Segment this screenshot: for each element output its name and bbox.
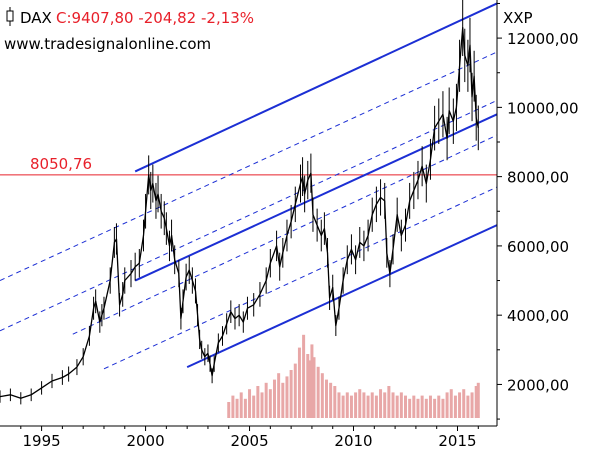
volume-bar: [379, 389, 383, 418]
website-label: www.tradesignalonline.com: [4, 35, 211, 53]
channel-line-dashed-6: [103, 186, 498, 370]
y-tick-label: 12000,00: [507, 30, 579, 48]
volume-bar: [341, 395, 345, 418]
volume-bar: [412, 395, 416, 418]
volume-bar: [316, 366, 320, 418]
volume-bar: [264, 382, 268, 418]
volume-bar: [231, 395, 235, 418]
volume-bar: [337, 392, 341, 418]
volume-bar: [433, 398, 437, 418]
volume-bar: [408, 398, 412, 418]
chart-header: DAX C:9407,80 -204,82 -2,13% www.tradesi…: [4, 7, 533, 53]
volume-bar: [308, 360, 312, 418]
volume-bar: [476, 382, 480, 418]
volume-bar: [453, 395, 457, 418]
y-tick-label: 6000,00: [507, 238, 569, 256]
price-series: [0, 0, 479, 405]
volume-bar: [329, 382, 333, 418]
y-axis: 2000,00 4000,00 6000,00 8000,00 10000,00 1200…: [497, 2, 579, 420]
volume-bar: [252, 395, 256, 418]
volume-bar: [362, 392, 366, 418]
volume-bar: [310, 344, 314, 418]
volume-bar: [256, 386, 260, 418]
volume-bar: [289, 370, 293, 418]
volume-bar: [239, 392, 243, 418]
volume-bar: [235, 398, 239, 418]
volume-bar: [437, 395, 441, 418]
volume-bar: [399, 392, 403, 418]
volume-bar: [441, 398, 445, 418]
level-label: 8050,76: [30, 155, 92, 173]
volume-bar: [312, 357, 316, 418]
channel-line-solid-2: [186, 224, 498, 369]
volume-bar: [370, 392, 374, 418]
axis-unit-label: XXP: [503, 9, 533, 27]
volume-bar: [449, 389, 453, 418]
volume-bar: [260, 392, 264, 418]
y-tick-label: 4000,00: [507, 307, 569, 325]
volume-bar: [458, 392, 462, 418]
volume-bar: [227, 402, 231, 418]
volume-bar: [428, 395, 432, 418]
y-tick-label: 2000,00: [507, 376, 569, 394]
volume-bars: [227, 334, 480, 418]
volume-bar: [272, 379, 276, 418]
volume-bar: [358, 389, 362, 418]
price-line: [0, 27, 479, 399]
x-axis: 1995 2000 2005 2010 2015: [20, 426, 479, 450]
volume-bar: [268, 389, 272, 418]
x-tick-label: 2005: [230, 432, 268, 450]
channel-line-solid-0: [134, 2, 498, 173]
volume-bar: [395, 395, 399, 418]
volume-bar: [248, 389, 252, 418]
volume-bar: [333, 386, 337, 418]
volume-bar: [297, 347, 301, 418]
symbol-label: DAX: [20, 9, 52, 27]
volume-bar: [470, 392, 474, 418]
volume-bar: [404, 395, 408, 418]
volume-bar: [302, 334, 306, 418]
volume-bar: [391, 392, 395, 418]
channel-line-dashed-3: [0, 51, 498, 281]
volume-bar: [383, 392, 387, 418]
x-tick-label: 1995: [22, 432, 60, 450]
volume-bar: [320, 373, 324, 418]
volume-bar: [293, 363, 297, 418]
candle-icon: [6, 7, 14, 26]
volume-bar: [416, 398, 420, 418]
volume-bar: [349, 395, 353, 418]
volume-bar: [281, 382, 285, 418]
volume-bar: [285, 376, 289, 418]
x-tick-label: 2015: [438, 432, 476, 450]
volume-bar: [387, 386, 391, 418]
volume-bar: [243, 398, 247, 418]
volume-bar: [424, 398, 428, 418]
y-tick-label: 8000,00: [507, 169, 569, 187]
x-tick-label: 2010: [334, 432, 372, 450]
x-tick-label: 2000: [126, 432, 164, 450]
y-tick-label: 10000,00: [507, 99, 579, 117]
volume-bar: [374, 395, 378, 418]
channel-line-dashed-4: [0, 99, 498, 332]
volume-bar: [420, 395, 424, 418]
volume-bar: [306, 354, 310, 418]
volume-bar: [366, 395, 370, 418]
volume-bar: [445, 392, 449, 418]
volume-bar: [324, 379, 328, 418]
volume-bar: [474, 386, 478, 418]
quote-label: C:9407,80 -204,82 -2,13%: [56, 9, 254, 27]
volume-bar: [345, 392, 349, 418]
volume-bar: [277, 373, 281, 418]
volume-bar: [462, 389, 466, 418]
channel-line-solid-1: [134, 113, 498, 282]
volume-bar: [354, 392, 358, 418]
volume-bar: [466, 395, 470, 418]
